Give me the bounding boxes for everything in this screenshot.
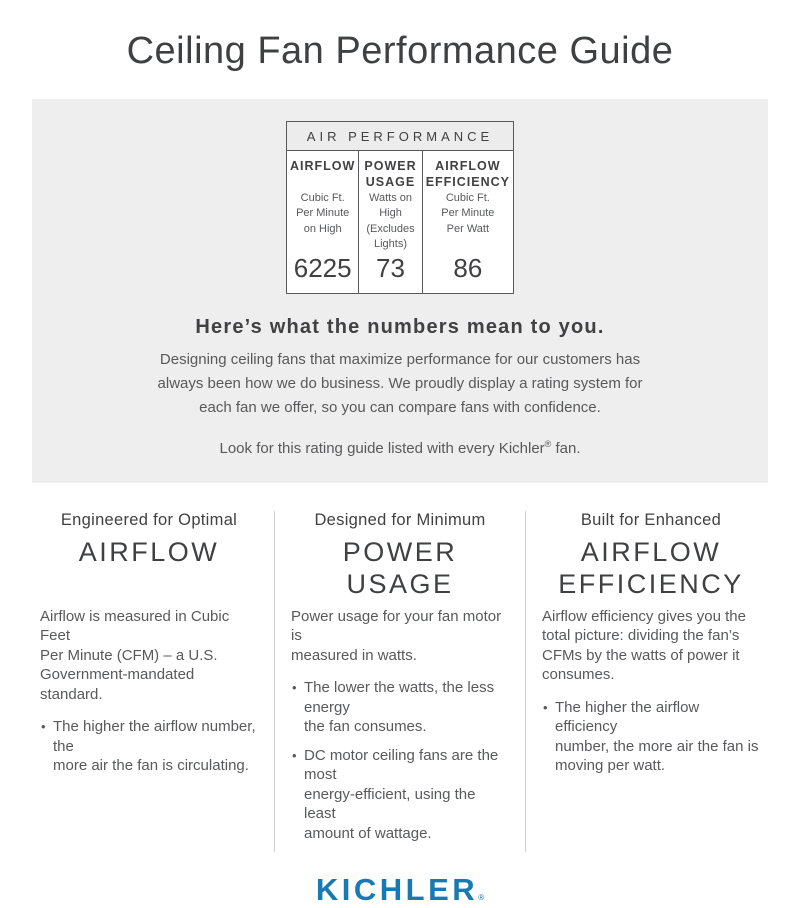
footer: KICHLER® [0,872,800,908]
registered-mark: ® [478,893,485,903]
feature-bullet: The higher the airflow efficiency number… [542,698,760,776]
feature-head: Built for Enhanced AIRFLOW EFFICIENCY [542,511,760,607]
feature-bullet-list: The lower the watts, the less energy the… [291,678,509,843]
feature-title: AIRFLOW [78,536,220,567]
metric-sublabel: Cubic Ft. Per Minute on High [296,192,350,235]
feature-body: Airflow is measured in Cubic Feet Per Mi… [40,607,230,703]
feature-bullet-list: The higher the airflow number, the more … [40,717,258,776]
metric-label: AIRFLOW EFFICIENCY [425,159,510,189]
feature-column-airflow-efficiency: Built for Enhanced AIRFLOW EFFICIENCY Ai… [526,511,768,853]
page-title: Ceiling Fan Performance Guide [126,30,674,72]
intro-note: Look for this rating guide listed with e… [32,439,768,457]
feature-kicker: Designed for Minimum [314,510,486,529]
performance-panel: AIR PERFORMANCE AIRFLOW Cubic Ft. Per Mi… [32,99,768,483]
feature-head: Engineered for Optimal AIRFLOW [40,511,258,607]
intro-note-text: Look for this rating guide listed with e… [219,439,545,457]
kichler-logo-text: KICHLER [315,872,479,908]
feature-column-airflow: Engineered for Optimal AIRFLOW Airflow i… [32,511,274,853]
metric-value: 86 [453,252,483,283]
feature-bullet: DC motor ceiling fans are the most energ… [291,746,509,844]
feature-kicker: Built for Enhanced [580,510,722,529]
metric-label: AIRFLOW [290,159,356,173]
feature-body: Power usage for your fan motor is measur… [291,607,502,664]
metric-cell-airflow: AIRFLOW Cubic Ft. Per Minute on High 622… [287,151,358,293]
feature-bullet-list: The higher the airflow efficiency number… [542,698,760,776]
kichler-logo: KICHLER® [316,872,484,908]
feature-kicker: Engineered for Optimal [60,510,238,529]
rating-cells: AIRFLOW Cubic Ft. Per Minute on High 622… [287,151,513,293]
air-performance-table: AIR PERFORMANCE AIRFLOW Cubic Ft. Per Mi… [286,121,514,294]
feature-column-power-usage: Designed for Minimum POWER USAGE Power u… [275,511,525,853]
metric-cell-power-usage: POWER USAGE Watts on High (Excludes Ligh… [358,151,421,293]
metric-value: 73 [376,252,405,283]
registered-mark: ® [544,438,552,449]
air-performance-table-header: AIR PERFORMANCE [287,122,513,151]
intro-body: Designing ceiling fans that maximize per… [157,350,643,416]
feature-bullet: The higher the airflow number, the more … [40,717,258,776]
column-divider [525,510,526,853]
metric-value: 6225 [293,252,352,283]
intro-note-text: fan. [551,439,581,457]
feature-head: Designed for Minimum POWER USAGE [291,511,509,607]
feature-body: Airflow efficiency gives you the total p… [542,607,746,684]
feature-title: POWER USAGE [342,536,458,599]
column-divider [274,510,275,853]
metric-cell-airflow-efficiency: AIRFLOW EFFICIENCY Cubic Ft. Per Minute … [421,151,513,293]
feature-bullet: The lower the watts, the less energy the… [291,678,509,737]
metric-sublabel: Cubic Ft. Per Minute Per Watt [441,192,495,235]
intro-heading: Here’s what the numbers mean to you. [195,315,605,338]
feature-columns: Engineered for Optimal AIRFLOW Airflow i… [32,510,768,853]
feature-title: AIRFLOW EFFICIENCY [558,536,744,599]
metric-label: POWER USAGE [364,159,417,189]
metric-sublabel: Watts on High (Excludes Lights) [366,192,415,251]
